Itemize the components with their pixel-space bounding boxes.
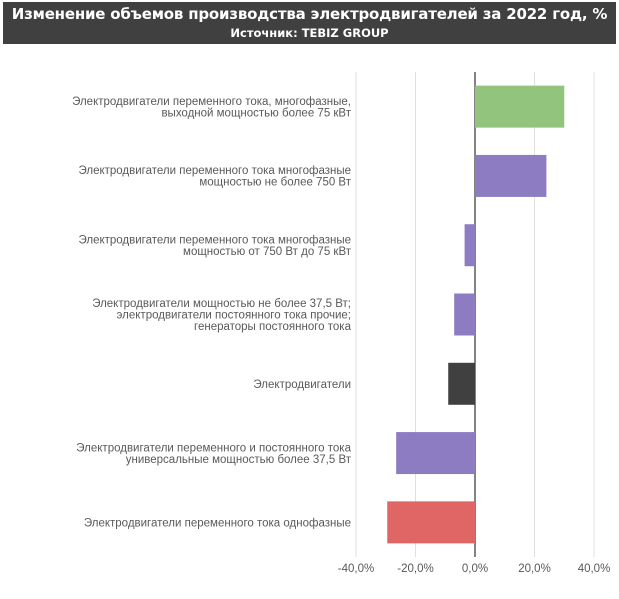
category-label: Электродвигатели переменного тока однофа… <box>84 517 351 529</box>
category-label: Электродвигатели переменного тока многоф… <box>78 165 351 189</box>
category-label: Электродвигатели <box>253 379 351 391</box>
category-label: Электродвигатели переменного тока, много… <box>72 96 352 120</box>
bar <box>464 224 475 267</box>
x-tick-label: 0,0% <box>462 563 488 575</box>
bar <box>454 293 475 336</box>
chart-title: Изменение объемов производства электродв… <box>11 5 608 23</box>
bar <box>387 501 475 544</box>
category-labels: Электродвигатели переменного тока, много… <box>72 96 352 529</box>
chart-subtitle: Источник: TEBIZ GROUP <box>230 26 389 40</box>
bars-layer <box>387 85 565 544</box>
category-label: Электродвигатели мощностью не более 37,5… <box>92 298 351 333</box>
x-tick-label: 20,0% <box>518 563 551 575</box>
chart-header: Изменение объемов производства электродв… <box>3 2 616 44</box>
x-axis-ticks: -40,0% -20,0% 0,0% 20,0% 40,0% <box>338 563 611 575</box>
x-tick-label: 40,0% <box>578 563 611 575</box>
x-tick-label: -20,0% <box>397 563 433 575</box>
bar <box>396 432 475 475</box>
x-tick-label: -40,0% <box>338 563 374 575</box>
bar <box>475 154 547 197</box>
bar <box>475 85 565 128</box>
category-label: Электродвигатели переменного тока многоф… <box>78 234 351 258</box>
category-label: Электродвигатели переменного и постоянно… <box>76 442 351 466</box>
bar <box>448 362 475 405</box>
